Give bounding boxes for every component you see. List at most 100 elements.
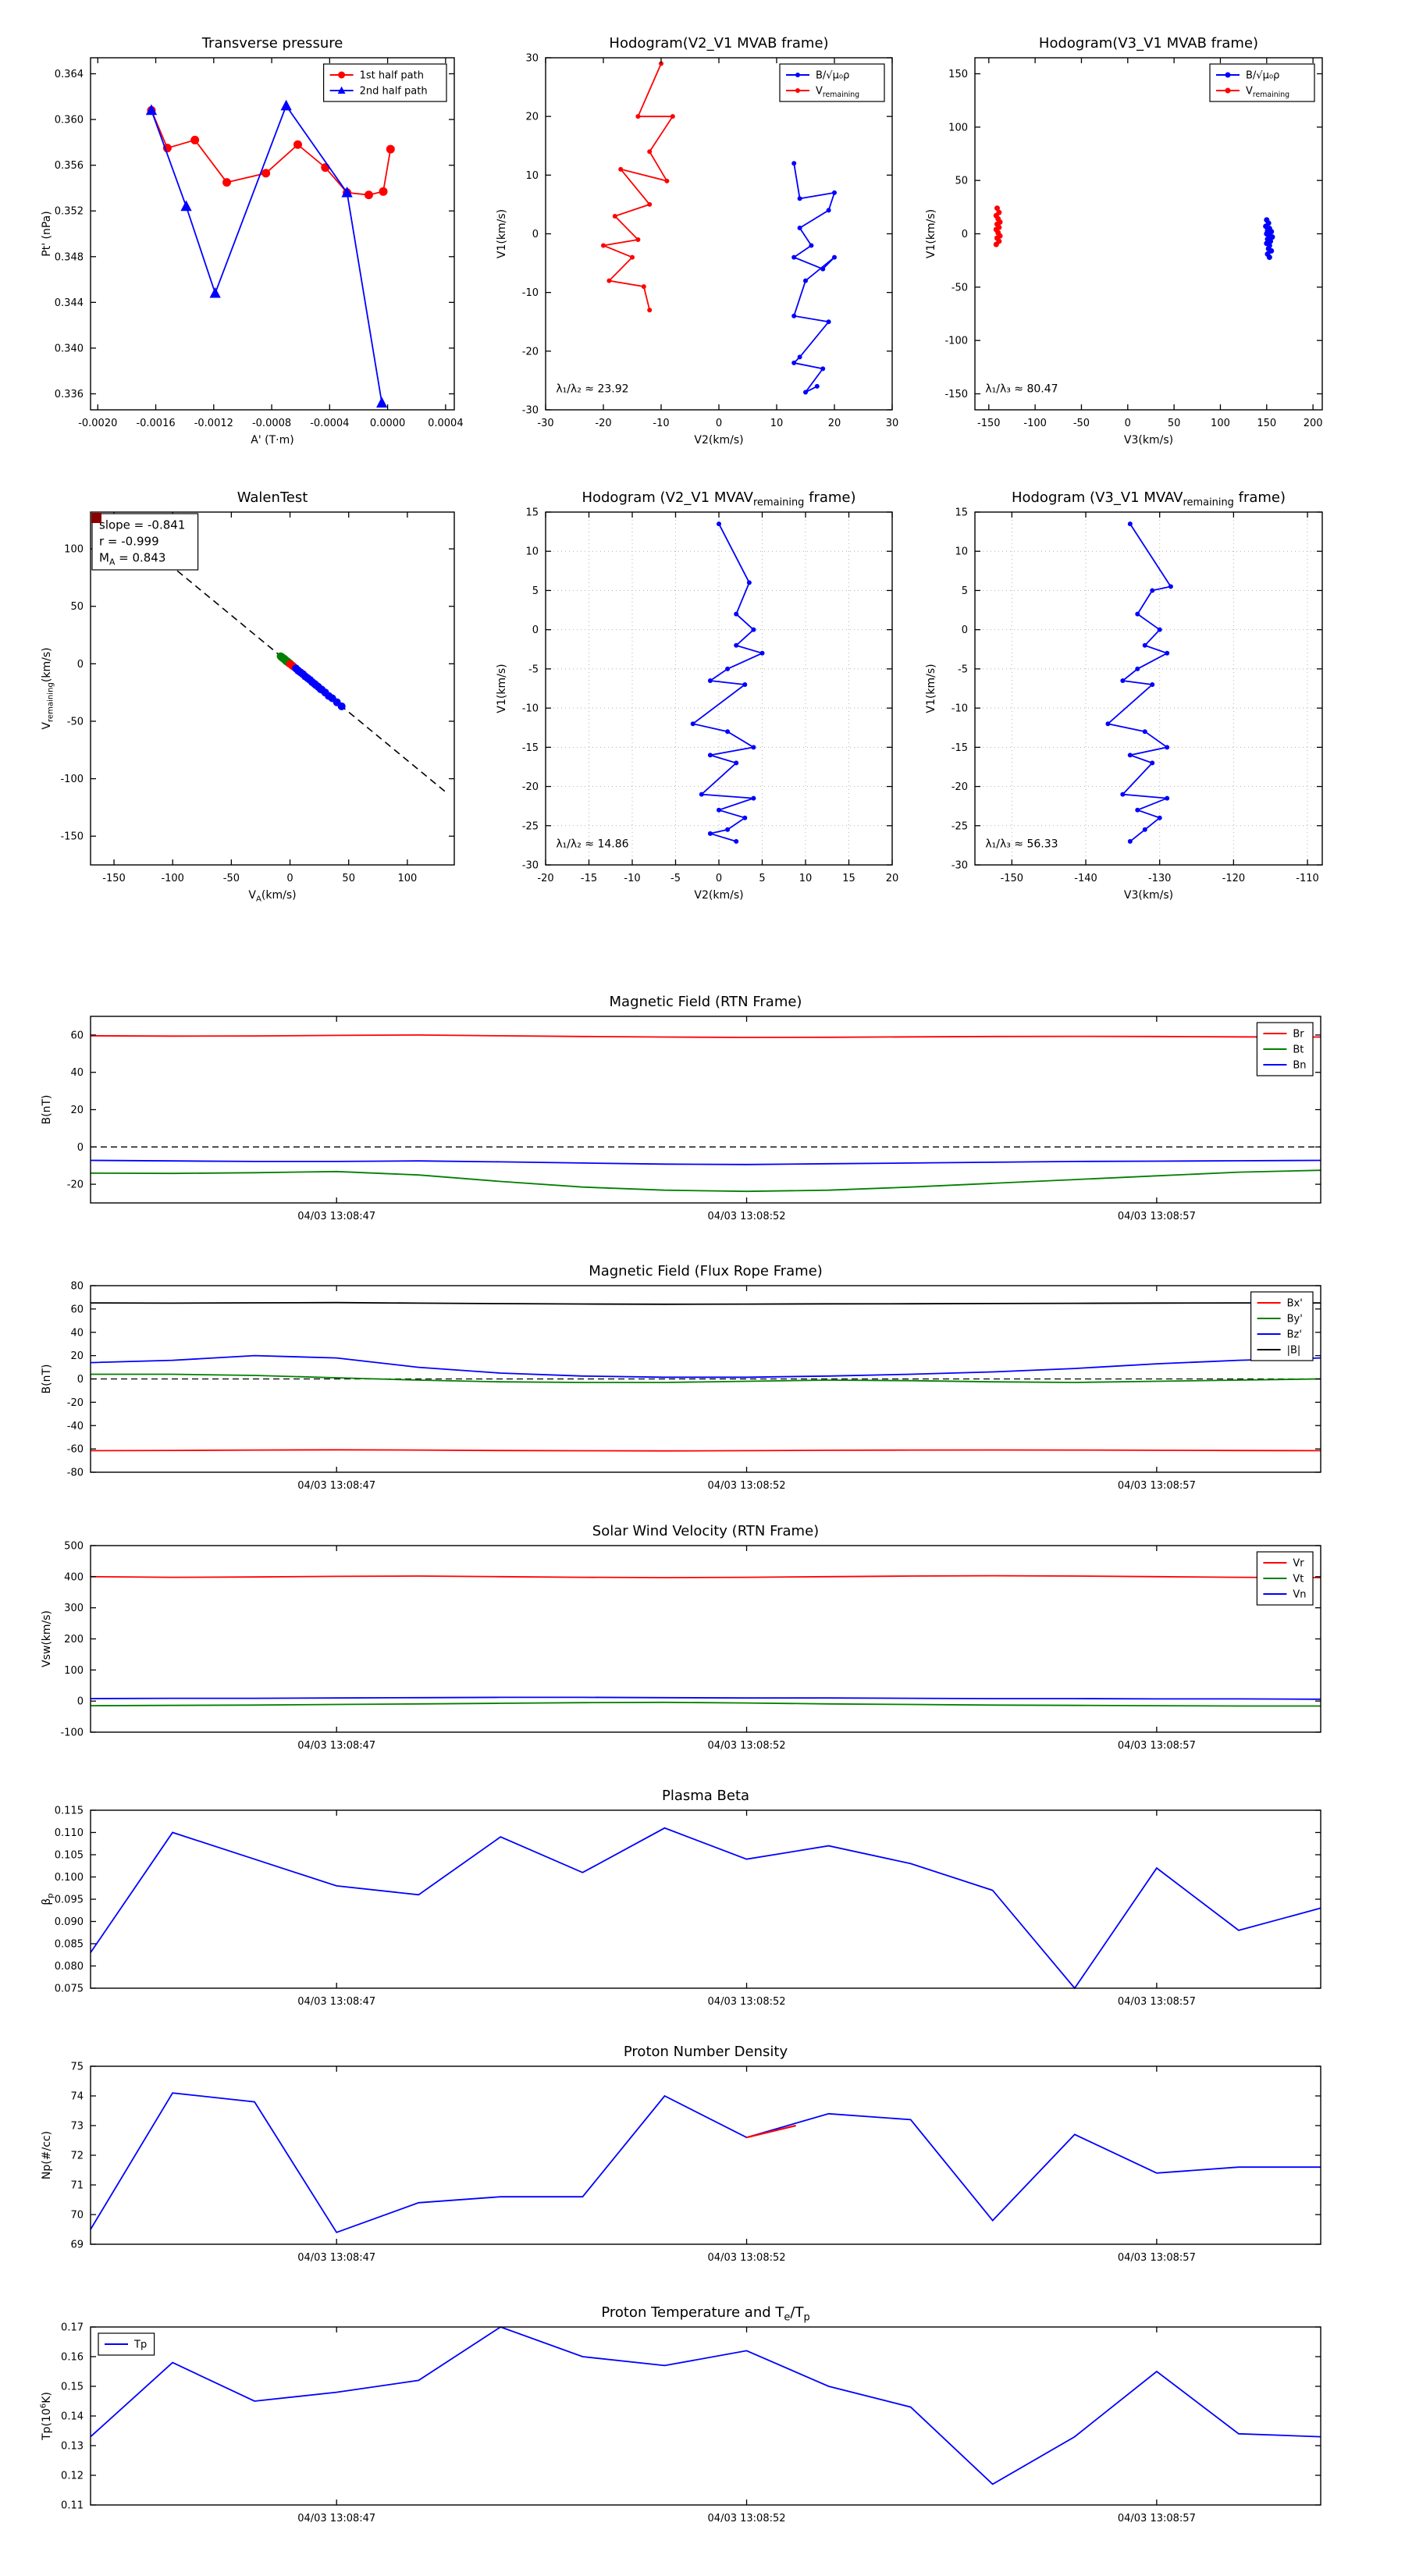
y-tick-label: -15 bbox=[522, 742, 539, 754]
dot-marker bbox=[725, 729, 731, 735]
y-tick-label: 0.105 bbox=[55, 1850, 84, 1862]
proton-temp-svg: 04/03 13:08:47 04/03 13:08:52 04/03 13:08:… bbox=[40, 2304, 1321, 2524]
x-tick-label: -0.0004 bbox=[310, 418, 349, 429]
y-tick-label: -100 bbox=[944, 336, 968, 347]
series-line bbox=[90, 1701, 1321, 1707]
y-tick-label: 20 bbox=[70, 1350, 84, 1362]
transverse-pressure-svg: -0.0020 -0.0016 -0.0012 -0.0008 -0.0004 0.000… bbox=[41, 35, 464, 447]
dot-marker bbox=[795, 88, 800, 93]
y-tick-label: -20 bbox=[522, 781, 539, 793]
chart-magnetic-field-flux-rope: 04/03 13:08:47 04/03 13:08:52 04/03 13:08:… bbox=[34, 1254, 1335, 1503]
dot-marker bbox=[647, 149, 653, 155]
y-tick-label: -25 bbox=[951, 820, 968, 832]
x-tick-label: -0.0008 bbox=[252, 418, 291, 429]
chart-title: Proton Number Density bbox=[624, 2044, 788, 2060]
x-tick-label: 20 bbox=[828, 418, 841, 429]
y-tick-label: -30 bbox=[522, 405, 539, 417]
legend-label: B/√μ₀ρ bbox=[1246, 70, 1279, 82]
chart-title: Hodogram(V2_V1 MVAB frame) bbox=[609, 35, 828, 52]
y-tick-label: -25 bbox=[522, 820, 539, 832]
x-tick-label: 04/03 13:08:52 bbox=[708, 1996, 786, 2008]
legend: Br Bt Bn bbox=[1256, 1022, 1314, 1076]
triangle-marker bbox=[209, 286, 221, 298]
y-tick-label: 300 bbox=[64, 1603, 84, 1614]
dot-marker bbox=[190, 135, 200, 144]
dot-marker bbox=[803, 390, 808, 395]
y-tick-label: 5 bbox=[962, 585, 968, 597]
dot-marker bbox=[809, 243, 814, 248]
y-tick-label: 0.344 bbox=[55, 297, 84, 309]
hodogram-v2v1-mvab-svg: -30 -20 -10 0 10 20 30 -30 -20 -10 0 10 20 30 Hodogram… bbox=[496, 35, 898, 447]
series-line bbox=[90, 1354, 1321, 1379]
chart-proton-temperature: 04/03 13:08:47 04/03 13:08:52 04/03 13:08:… bbox=[34, 2296, 1335, 2536]
dot-marker bbox=[826, 319, 831, 325]
y-tick-label: 0.348 bbox=[55, 251, 84, 263]
y-tick-label: 0.352 bbox=[55, 206, 84, 218]
x-tick-label: 200 bbox=[1304, 418, 1323, 429]
y-tick-label: 150 bbox=[948, 69, 968, 80]
y-tick-label: -100 bbox=[60, 774, 84, 785]
y-tick-label: 0.340 bbox=[55, 343, 84, 354]
legend: B/√μ₀ρ Vremaining bbox=[779, 63, 885, 102]
y-tick-label: 0 bbox=[77, 1142, 84, 1154]
dot-marker bbox=[690, 721, 695, 727]
dot-marker bbox=[630, 254, 635, 260]
chart-title: Hodogram (V2_V1 MVAVremaining frame) bbox=[582, 489, 855, 509]
stats-line: slope = -0.841 bbox=[99, 518, 185, 532]
dot-marker bbox=[293, 140, 302, 149]
legend-label: Bt bbox=[1293, 1044, 1304, 1056]
x-tick-label: 04/03 13:08:57 bbox=[1118, 1740, 1196, 1752]
dot-marker bbox=[364, 190, 373, 200]
x-tick-label: 04/03 13:08:52 bbox=[708, 1480, 786, 1492]
dot-marker bbox=[717, 807, 721, 813]
x-tick-label: 04/03 13:08:57 bbox=[1118, 1480, 1196, 1492]
y-tick-label: 15 bbox=[525, 507, 539, 519]
y-tick-label: 73 bbox=[70, 2121, 84, 2133]
x-tick-label: -140 bbox=[1074, 873, 1097, 884]
dot-marker bbox=[1120, 792, 1126, 797]
axes-frame bbox=[974, 511, 1323, 866]
dot-marker bbox=[386, 144, 395, 154]
dot-marker bbox=[601, 243, 606, 248]
chart-proton-number-density: 04/03 13:08:47 04/03 13:08:52 04/03 13:08:… bbox=[34, 2035, 1335, 2275]
y-tick-label: -100 bbox=[60, 1727, 84, 1739]
y-axis-label: V1(km/s) bbox=[925, 664, 937, 713]
dot-marker bbox=[734, 760, 739, 766]
x-tick-label: 50 bbox=[342, 873, 355, 884]
legend: 1st half path 2nd half path bbox=[323, 63, 447, 102]
dot-marker bbox=[699, 792, 704, 797]
y-axis-label: V1(km/s) bbox=[496, 664, 508, 713]
dot-marker bbox=[734, 611, 739, 617]
dot-marker bbox=[379, 187, 388, 196]
y-tick-label: 0.12 bbox=[61, 2471, 84, 2482]
x-tick-label: 04/03 13:08:47 bbox=[297, 2513, 375, 2524]
x-tick-label: 04/03 13:08:52 bbox=[708, 1211, 786, 1222]
y-tick-label: 80 bbox=[70, 1281, 84, 1293]
x-tick-label: -50 bbox=[1073, 418, 1090, 429]
y-tick-label: 400 bbox=[64, 1571, 84, 1583]
x-tick-label: 0 bbox=[1125, 418, 1131, 429]
dot-marker bbox=[1165, 650, 1170, 656]
hodogram-v3v1-mvab-svg: -150 -100 -50 0 50 100 150 200 -150 -100 -50 0 50 100… bbox=[925, 35, 1323, 447]
dot-marker bbox=[1269, 234, 1275, 240]
x-tick-label: 50 bbox=[1168, 418, 1181, 429]
y-tick-label: 0.110 bbox=[55, 1827, 84, 1839]
dot-marker bbox=[261, 169, 271, 178]
dot-marker bbox=[1135, 807, 1140, 813]
x-axis-label: V2(km/s) bbox=[694, 434, 743, 447]
y-tick-label: 100 bbox=[64, 544, 84, 556]
dot-marker bbox=[1142, 729, 1147, 735]
x-tick-label: -15 bbox=[581, 873, 597, 884]
x-tick-label: -130 bbox=[1148, 873, 1172, 884]
series-line bbox=[90, 1169, 1321, 1193]
chart-title: Proton Temperature and Te/Tp bbox=[601, 2304, 809, 2324]
plot-area bbox=[91, 1016, 1321, 1203]
x-tick-label: 04/03 13:08:47 bbox=[297, 1211, 375, 1222]
x-tick-label: -20 bbox=[537, 873, 553, 884]
dot-marker bbox=[1225, 87, 1231, 94]
legend-label: Tp bbox=[133, 2339, 147, 2351]
dot-marker bbox=[1142, 827, 1147, 832]
triangle-marker bbox=[341, 186, 353, 197]
y-tick-label: 5 bbox=[532, 585, 539, 597]
x-tick-label: 0 bbox=[716, 418, 722, 429]
